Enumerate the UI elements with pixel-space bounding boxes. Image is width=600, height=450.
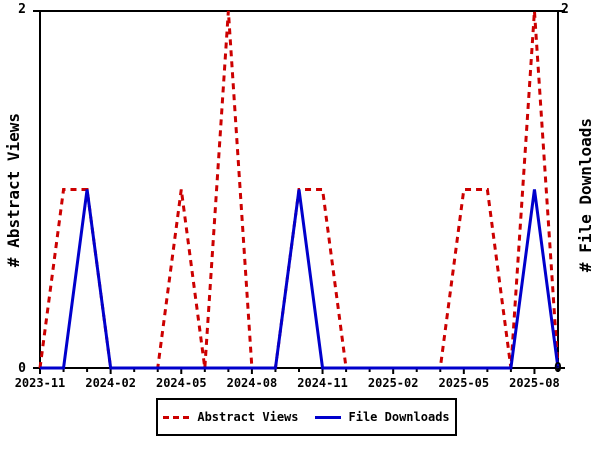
y-tick-label-left-top: 2 [18, 2, 26, 17]
x-tick-label: 2025-02 [368, 376, 419, 390]
legend-item-abstract-views: Abstract Views [163, 410, 299, 424]
legend-label: Abstract Views [197, 410, 299, 424]
series-line-file-downloads [40, 189, 560, 370]
x-tick-label: 2025-08 [509, 376, 560, 390]
legend-item-file-downloads: File Downloads [314, 410, 450, 424]
y-axis-title-right: # File Downloads [576, 117, 595, 273]
file-downloads-line-sample-icon [314, 415, 341, 419]
legend-box: Abstract Views File Downloads [156, 398, 457, 436]
y-tick-label-right-top: 2 [561, 2, 569, 17]
y-axis-title-left: # Abstract Views [4, 112, 23, 268]
legend-label: File Downloads [348, 410, 450, 424]
x-tick-label: 2023-11 [15, 376, 66, 390]
y-tick-label-left-bottom: 0 [18, 361, 26, 376]
abstract-views-line-sample-icon [163, 415, 190, 419]
x-tick-label: 2024-11 [297, 376, 348, 390]
x-tick-label: 2024-08 [227, 376, 278, 390]
x-tick-label: 2024-02 [85, 376, 136, 390]
x-tick-label: 2024-05 [156, 376, 207, 390]
y-tick-label-right-bottom: 0 [554, 361, 562, 376]
x-tick-label: 2025-05 [439, 376, 490, 390]
